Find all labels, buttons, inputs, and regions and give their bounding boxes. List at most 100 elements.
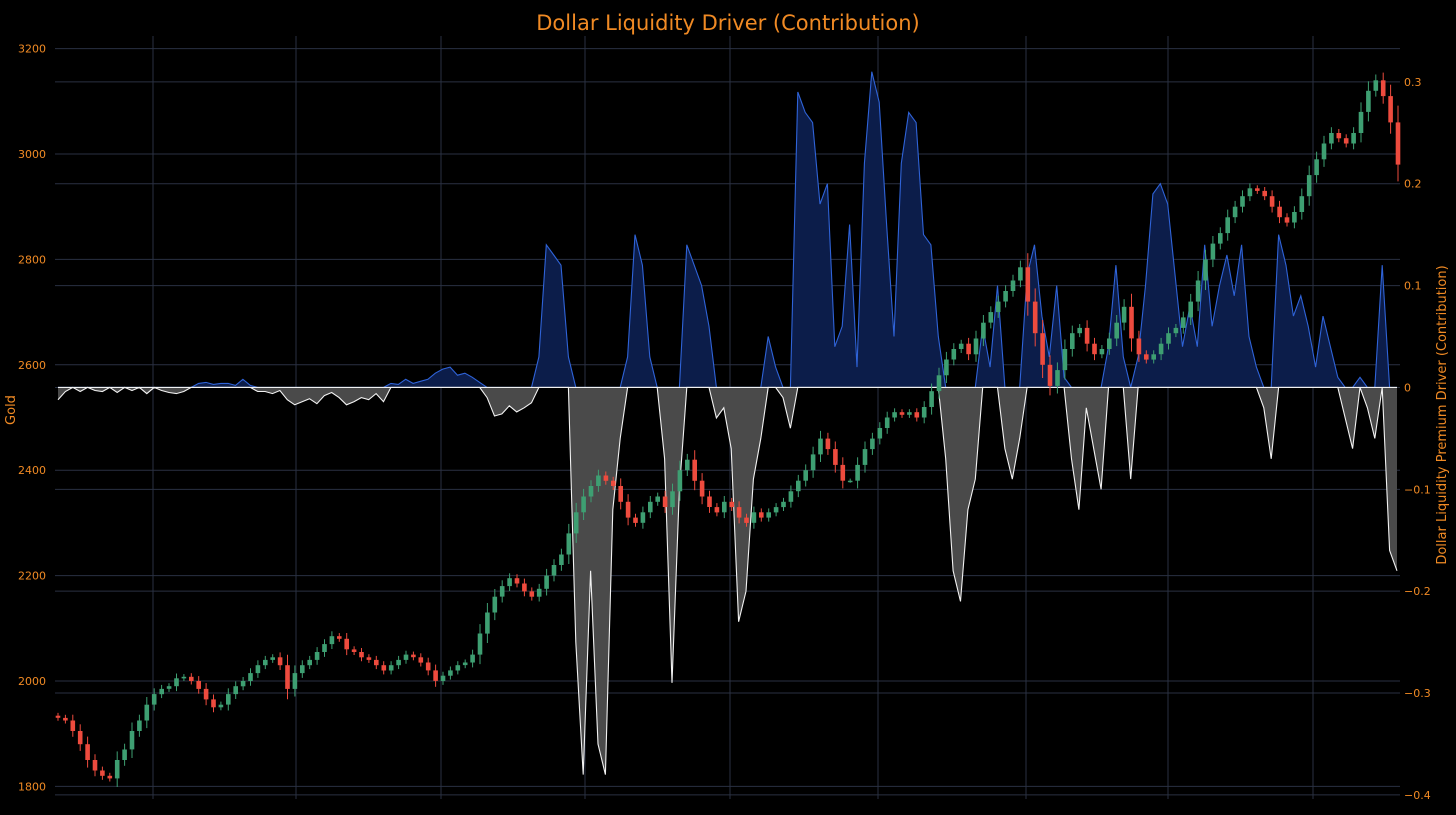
candle [788, 485, 794, 508]
candle [1343, 134, 1349, 148]
y-right-tick-label: −0.1 [1404, 483, 1431, 496]
candle [648, 496, 653, 519]
y-left-tick-label: 1800 [18, 780, 46, 793]
candle-body [1070, 333, 1075, 349]
candle [1003, 285, 1008, 308]
candle-body [825, 438, 831, 450]
candle-body [670, 491, 675, 508]
candle [300, 660, 305, 678]
candle [77, 724, 83, 751]
candle-body [596, 475, 601, 486]
candle [233, 681, 238, 699]
candle-body [1247, 188, 1253, 197]
candle [596, 469, 601, 492]
candle-body [944, 359, 949, 376]
candle [1114, 315, 1119, 347]
y-right-tick-label: 0 [1404, 381, 1411, 394]
candle [1107, 332, 1112, 355]
candle [1032, 288, 1038, 347]
candle [1144, 350, 1149, 364]
candle [662, 490, 668, 513]
candle [855, 457, 860, 489]
candle [1336, 129, 1342, 143]
candle-body [529, 591, 535, 597]
candle [411, 651, 416, 661]
candle [1084, 320, 1090, 352]
candle [973, 330, 979, 362]
candle-body [692, 459, 697, 481]
candle [499, 580, 505, 603]
candle [322, 639, 327, 657]
candle [981, 315, 986, 347]
candle [129, 722, 135, 758]
candle-body [929, 391, 934, 407]
candle-body [884, 417, 890, 428]
candle-body [129, 731, 135, 750]
candle-body [988, 312, 994, 323]
candle [1166, 327, 1171, 350]
candle-body [181, 676, 187, 679]
candle [507, 573, 512, 591]
candle-body [1284, 217, 1290, 223]
candle-body [773, 507, 779, 513]
candle-body [744, 517, 749, 523]
candle-body [522, 583, 527, 592]
candle [418, 653, 424, 667]
candle [625, 494, 631, 526]
candle-body [1018, 267, 1023, 281]
candle [714, 503, 720, 517]
candle-body [1321, 143, 1327, 160]
candle [536, 583, 542, 602]
candle-body [966, 343, 971, 355]
candle-body [1077, 327, 1082, 334]
candle [699, 473, 705, 505]
candle [640, 506, 646, 529]
candle-body [640, 512, 646, 523]
y-left-tick-label: 2200 [18, 570, 46, 583]
candle-body [1188, 301, 1193, 318]
candle-body [85, 744, 90, 760]
candle [181, 674, 187, 681]
candle-body [581, 496, 586, 513]
candle [1203, 249, 1208, 290]
candle-body [107, 775, 113, 779]
candle-body [507, 578, 512, 587]
candle-body [114, 760, 120, 779]
candle-body [818, 438, 823, 455]
candle-body [462, 662, 468, 666]
candle [403, 650, 409, 664]
candle-body [855, 464, 860, 481]
candle-body [1358, 111, 1364, 133]
candle [1121, 299, 1127, 331]
candle [1262, 187, 1267, 201]
candle [1218, 227, 1223, 250]
y-right-tick-label: 0.3 [1404, 76, 1422, 89]
candle [847, 478, 853, 483]
candle [1210, 236, 1216, 268]
candle [1040, 320, 1045, 378]
candle [137, 714, 142, 737]
candle-body [603, 475, 609, 481]
candle-body [329, 636, 335, 645]
candle-body [810, 454, 816, 471]
candle [907, 409, 912, 418]
candle-body [870, 438, 875, 450]
candle-body [1107, 338, 1112, 349]
candle [1129, 293, 1134, 352]
candle-body [685, 459, 690, 471]
candle [159, 684, 164, 699]
candle [825, 432, 831, 455]
candle [573, 502, 579, 543]
candle-body [566, 533, 572, 555]
candle-body [1055, 370, 1060, 386]
candle-body [440, 675, 446, 681]
candle-body [699, 480, 705, 497]
candle-body [544, 575, 549, 589]
candle-body [137, 720, 142, 731]
candle [722, 496, 727, 519]
candle [995, 295, 1001, 318]
candle-body [277, 657, 283, 666]
candle-body [477, 633, 483, 655]
candle [359, 648, 364, 662]
